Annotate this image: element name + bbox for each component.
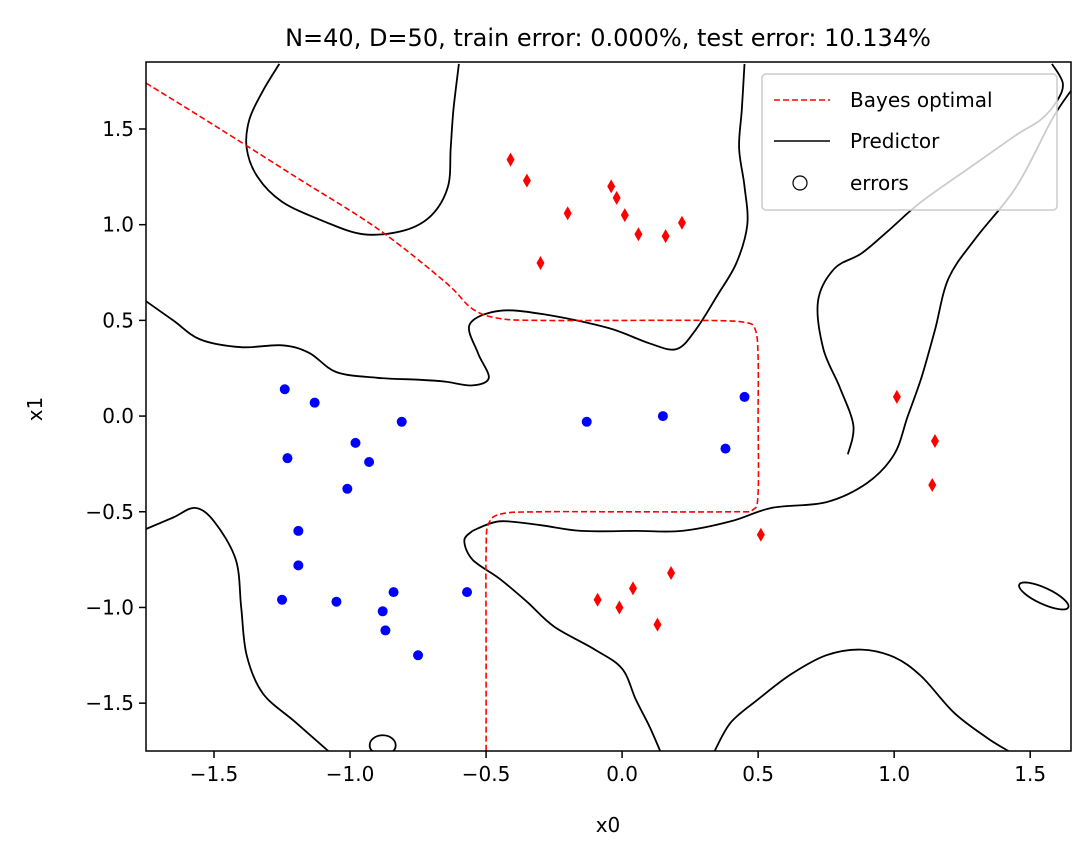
x-tick-label: −0.5 [462, 762, 511, 786]
class_1-point-16 [628, 581, 637, 596]
class_0-point-16 [581, 416, 592, 427]
class_0-point-18 [720, 443, 731, 454]
class_1-point-17 [667, 566, 676, 581]
x-tick-label: −1.5 [190, 762, 239, 786]
y-tick-label: −1.5 [85, 691, 134, 715]
bayes-optimal-line [146, 82, 760, 751]
class_1-point-3 [536, 255, 545, 270]
class_1-point-12 [928, 477, 937, 492]
predictor-contour-1 [146, 63, 749, 387]
class_1-point-0 [506, 152, 515, 167]
predictor-contour-6 [713, 648, 1009, 751]
plot-frame [145, 61, 1072, 752]
predictor-contour-4 [472, 90, 1071, 533]
legend-errors-label: errors [850, 171, 909, 195]
y-tick-label: −0.5 [85, 500, 134, 524]
y-tick-label: 0.5 [102, 308, 134, 332]
class_0-point-14 [413, 650, 424, 661]
class_1-point-11 [930, 433, 939, 448]
class_1-point-18 [653, 617, 662, 632]
x-tick-label: 1.5 [1014, 762, 1046, 786]
class_0-point-7 [293, 525, 304, 536]
class_0-point-8 [293, 560, 304, 571]
x-axis-ticks: −1.5 −1.0 −0.5 0.0 0.5 1.0 1.5 [190, 751, 1046, 786]
class_1-point-5 [612, 190, 621, 205]
x-tick-label: 0.0 [606, 762, 638, 786]
class_1-point-9 [677, 215, 686, 230]
legend: Bayes optimal Predictor errors [761, 73, 1058, 211]
y-axis-ticks: −1.5 −1.0 −0.5 0.0 0.5 1.0 1.5 [85, 117, 146, 715]
class_1-point-8 [661, 229, 670, 244]
class_0-point-3 [350, 437, 361, 448]
y-tick-label: 1.5 [102, 117, 134, 141]
class_0-point-11 [388, 587, 399, 598]
class_1-point-4 [607, 179, 616, 194]
class_0-point-12 [377, 606, 388, 617]
class_0-point-15 [462, 587, 473, 598]
x-axis-label: x0 [596, 813, 621, 837]
class_1-point-15 [615, 600, 624, 615]
class_0-point-9 [277, 594, 288, 605]
class_0-point-4 [282, 453, 293, 464]
class_0-point-13 [380, 625, 391, 636]
predictor-contour-3 [463, 530, 662, 751]
class_0-point-17 [657, 411, 668, 422]
predictor-contour-0 [245, 63, 460, 236]
predictor-contour-loop-bottom [368, 734, 397, 751]
class_1-point-6 [620, 208, 629, 223]
legend-predictor-label: Predictor [850, 129, 940, 153]
x-tick-label: 1.0 [878, 762, 910, 786]
y-tick-label: −1.0 [85, 595, 134, 619]
class_0-point-6 [342, 483, 353, 494]
y-axis-label: x1 [23, 397, 47, 422]
class_0-point-0 [279, 384, 290, 395]
x-tick-label: −1.0 [326, 762, 375, 786]
predictor-contour-loop-right [1018, 581, 1070, 611]
class_0-point-2 [396, 416, 407, 427]
class_0-point-10 [331, 596, 342, 607]
legend-bayes-label: Bayes optimal [850, 88, 993, 112]
class_0-point-19 [739, 391, 750, 402]
y-tick-label: 1.0 [102, 213, 134, 237]
class_1-point-7 [634, 227, 643, 242]
legend-box [761, 73, 1058, 211]
legend-errors-swatch [792, 175, 808, 191]
class_1-point-1 [522, 173, 531, 188]
x-tick-label: 0.5 [742, 762, 774, 786]
class_1-point-13 [756, 527, 765, 542]
class_1-point-14 [593, 592, 602, 607]
predictor-contour-2 [146, 506, 329, 751]
class_1-point-10 [892, 389, 901, 404]
class_0-point-1 [309, 397, 320, 408]
bayes-optimal-boundary [146, 82, 760, 751]
data-points [277, 152, 939, 661]
class_1-point-2 [563, 206, 572, 221]
y-tick-label: 0.0 [102, 404, 134, 428]
chart-title: N=40, D=50, train error: 0.000%, test er… [285, 24, 931, 52]
class_0-point-5 [364, 457, 375, 468]
